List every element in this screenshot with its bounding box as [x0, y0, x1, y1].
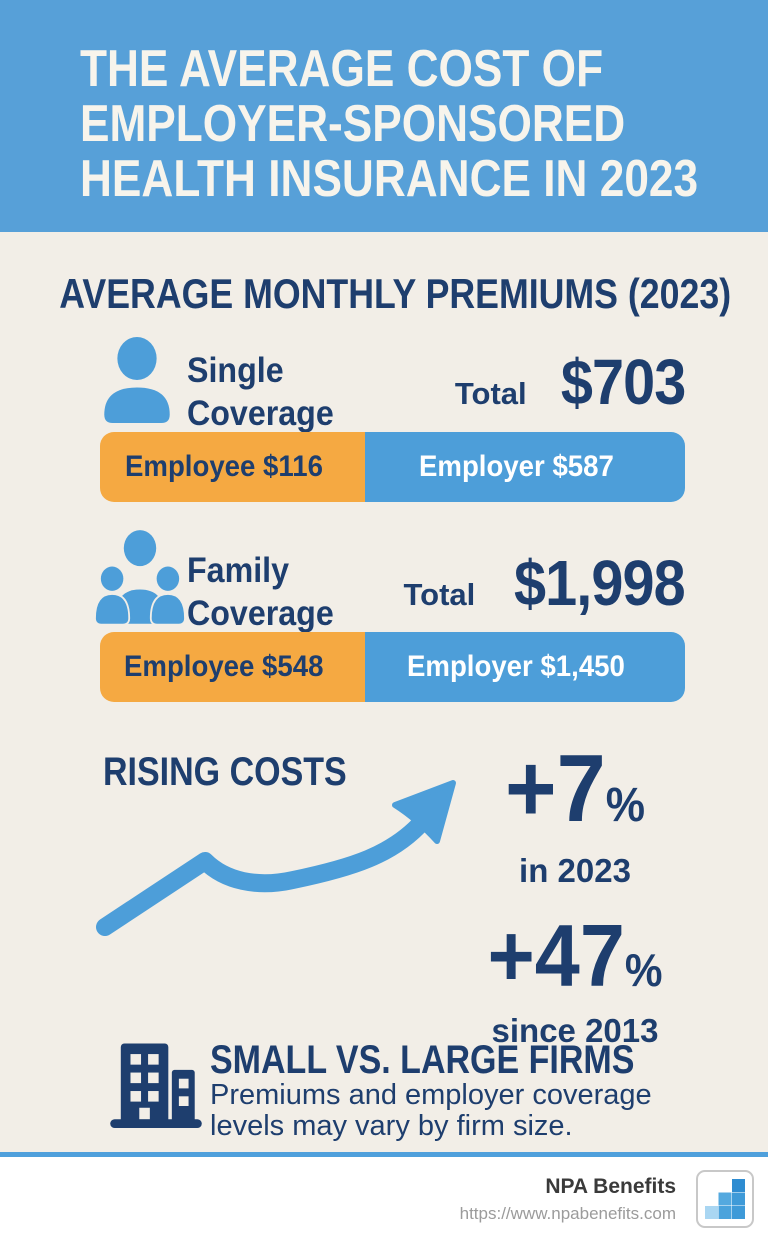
- single-total-value: $703: [560, 346, 685, 418]
- single-total: Total $703: [400, 345, 686, 419]
- buildings-icon: [110, 1043, 202, 1128]
- rising-costs-stats: +7% in 2023 +47% since 2013: [455, 741, 695, 1049]
- stat-2013-caption: since 2013: [491, 1012, 659, 1049]
- single-employee-segment: Employee $116: [100, 432, 365, 502]
- page-title: THE AVERAGE COST OF EMPLOYER-SPONSORED H…: [80, 42, 768, 207]
- trend-arrow-icon: [96, 780, 456, 936]
- header-banner: THE AVERAGE COST OF EMPLOYER-SPONSORED H…: [0, 0, 768, 232]
- family-employer-segment: Employer $1,450: [365, 632, 685, 702]
- single-coverage-bar: Employee $116 Employer $587: [100, 432, 685, 502]
- firms-section-title: SMALL VS. LARGE FIRMS: [210, 1038, 635, 1082]
- stat-2013: +47% since 2013: [455, 912, 695, 1049]
- footer-text: NPA Benefits https://www.npabenefits.com: [460, 1175, 676, 1224]
- family-coverage-label: Family Coverage: [187, 551, 334, 633]
- brand-name: NPA Benefits: [545, 1175, 676, 1198]
- rising-costs-title: RISING COSTS: [103, 750, 347, 794]
- page-title-line3: HEALTH INSURANCE IN 2023: [80, 150, 699, 208]
- brand-logo: [696, 1170, 754, 1228]
- single-employer-segment: Employer $587: [365, 432, 685, 502]
- firms-description-line2: levels may vary by firm size.: [210, 1110, 573, 1142]
- page-title-line1: THE AVERAGE COST OF: [80, 40, 604, 98]
- single-total-label: Total: [454, 376, 527, 411]
- stat-2023-caption: in 2023: [519, 852, 631, 889]
- footer-separator: [0, 1152, 768, 1157]
- stat-2023: +7% in 2023: [455, 741, 695, 889]
- brand-logo-icon: [705, 1179, 745, 1219]
- stat-2023-value: +7: [505, 735, 606, 842]
- firms-description: Premiums and employer coverage levels ma…: [210, 1080, 652, 1142]
- family-total-label: Total: [403, 577, 476, 612]
- single-coverage-label: Single Coverage: [187, 351, 334, 433]
- family-total: Total $1,998: [380, 546, 686, 620]
- single-person-icon: [104, 337, 170, 423]
- premiums-section-title: AVERAGE MONTHLY PREMIUMS (2023): [59, 270, 732, 317]
- family-coverage-bar: Employee $548 Employer $1,450: [100, 632, 685, 702]
- stat-2013-value: +47: [487, 906, 625, 1005]
- stat-2023-unit: %: [605, 779, 645, 832]
- stat-2013-unit: %: [624, 944, 663, 996]
- family-total-value: $1,998: [514, 547, 686, 619]
- family-employee-segment: Employee $548: [100, 632, 365, 702]
- footer: NPA Benefits https://www.npabenefits.com: [0, 1157, 768, 1250]
- brand-url: https://www.npabenefits.com: [459, 1204, 676, 1223]
- family-icon: [95, 530, 185, 626]
- firms-description-line1: Premiums and employer coverage: [210, 1079, 652, 1111]
- page-title-line2: EMPLOYER-SPONSORED: [80, 95, 626, 153]
